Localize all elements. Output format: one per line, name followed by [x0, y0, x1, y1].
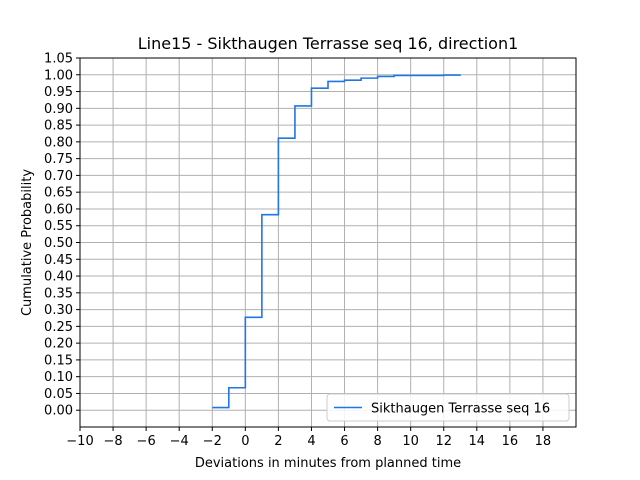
legend-box: [326, 393, 570, 422]
x-tick-label: −6: [137, 434, 156, 449]
series-layer: [212, 74, 462, 409]
y-tick-label: 0.80: [44, 135, 73, 150]
y-tick-label: 0.75: [44, 152, 73, 167]
x-tick-label: 0: [241, 434, 249, 449]
y-tick-label: 0.25: [44, 320, 73, 335]
x-tick-label: 2: [274, 434, 282, 449]
x-tick-label: −8: [103, 434, 122, 449]
y-tick-label: 0.85: [44, 119, 73, 134]
legend: Sikthaugen Terrasse seq 16: [326, 393, 570, 422]
y-tick-label: 1.05: [44, 52, 73, 67]
x-tick-label: −2: [203, 434, 222, 449]
y-tick-label: 0.70: [44, 169, 73, 184]
y-tick-label: 0.00: [44, 404, 73, 419]
y-tick-label: 1.00: [44, 68, 73, 83]
x-tick-label: 14: [469, 434, 486, 449]
y-tick-label: 0.95: [44, 85, 73, 100]
grid: [79, 57, 576, 427]
y-tick-label: 0.90: [44, 102, 73, 117]
y-tick-label: 0.55: [44, 219, 73, 234]
y-tick-label: 0.20: [44, 337, 73, 352]
chart-title: Line15 - Sikthaugen Terrasse seq 16, dir…: [138, 34, 519, 53]
y-tick-label: 0.30: [44, 303, 73, 318]
y-tick-label: 0.10: [44, 370, 73, 385]
x-tick-label: 12: [435, 434, 452, 449]
y-axis: 0.00 0.05 0.10 0.150.20 0.25 0.30 0.350.40 0.45…: [44, 52, 80, 419]
x-tick-label: 8: [373, 434, 381, 449]
legend-label: Sikthaugen Terrasse seq 16: [371, 402, 550, 417]
x-tick-label: 6: [340, 434, 348, 449]
y-tick-label: 0.15: [44, 353, 73, 368]
x-tick-label: −10: [66, 434, 93, 449]
y-tick-label: 0.60: [44, 202, 73, 217]
x-tick-label: 10: [402, 434, 419, 449]
x-axis: −10 −8 −6 −4 −2 0 2 4 6 8 10 12 14 16 18: [66, 427, 551, 449]
x-axis-title: Deviations in minutes from planned time: [195, 456, 461, 471]
y-tick-label: 0.40: [44, 270, 73, 285]
x-tick-label: 4: [307, 434, 315, 449]
x-tick-label: 18: [535, 434, 552, 449]
y-tick-label: 0.45: [44, 253, 73, 268]
y-tick-label: 0.65: [44, 186, 73, 201]
x-tick-label: −4: [170, 434, 189, 449]
y-axis-title: Cumulative Probability: [20, 169, 35, 316]
series-line: [212, 74, 462, 409]
x-tick-label: 16: [502, 434, 519, 449]
y-tick-label: 0.05: [44, 387, 73, 402]
y-tick-label: 0.50: [44, 236, 73, 251]
y-tick-label: 0.35: [44, 286, 73, 301]
